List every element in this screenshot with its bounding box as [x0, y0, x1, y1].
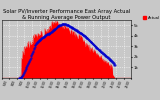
Legend: Actual, Avg: Actual, Avg	[141, 14, 160, 22]
Title: Solar PV/Inverter Performance East Array Actual & Running Average Power Output: Solar PV/Inverter Performance East Array…	[3, 9, 130, 20]
